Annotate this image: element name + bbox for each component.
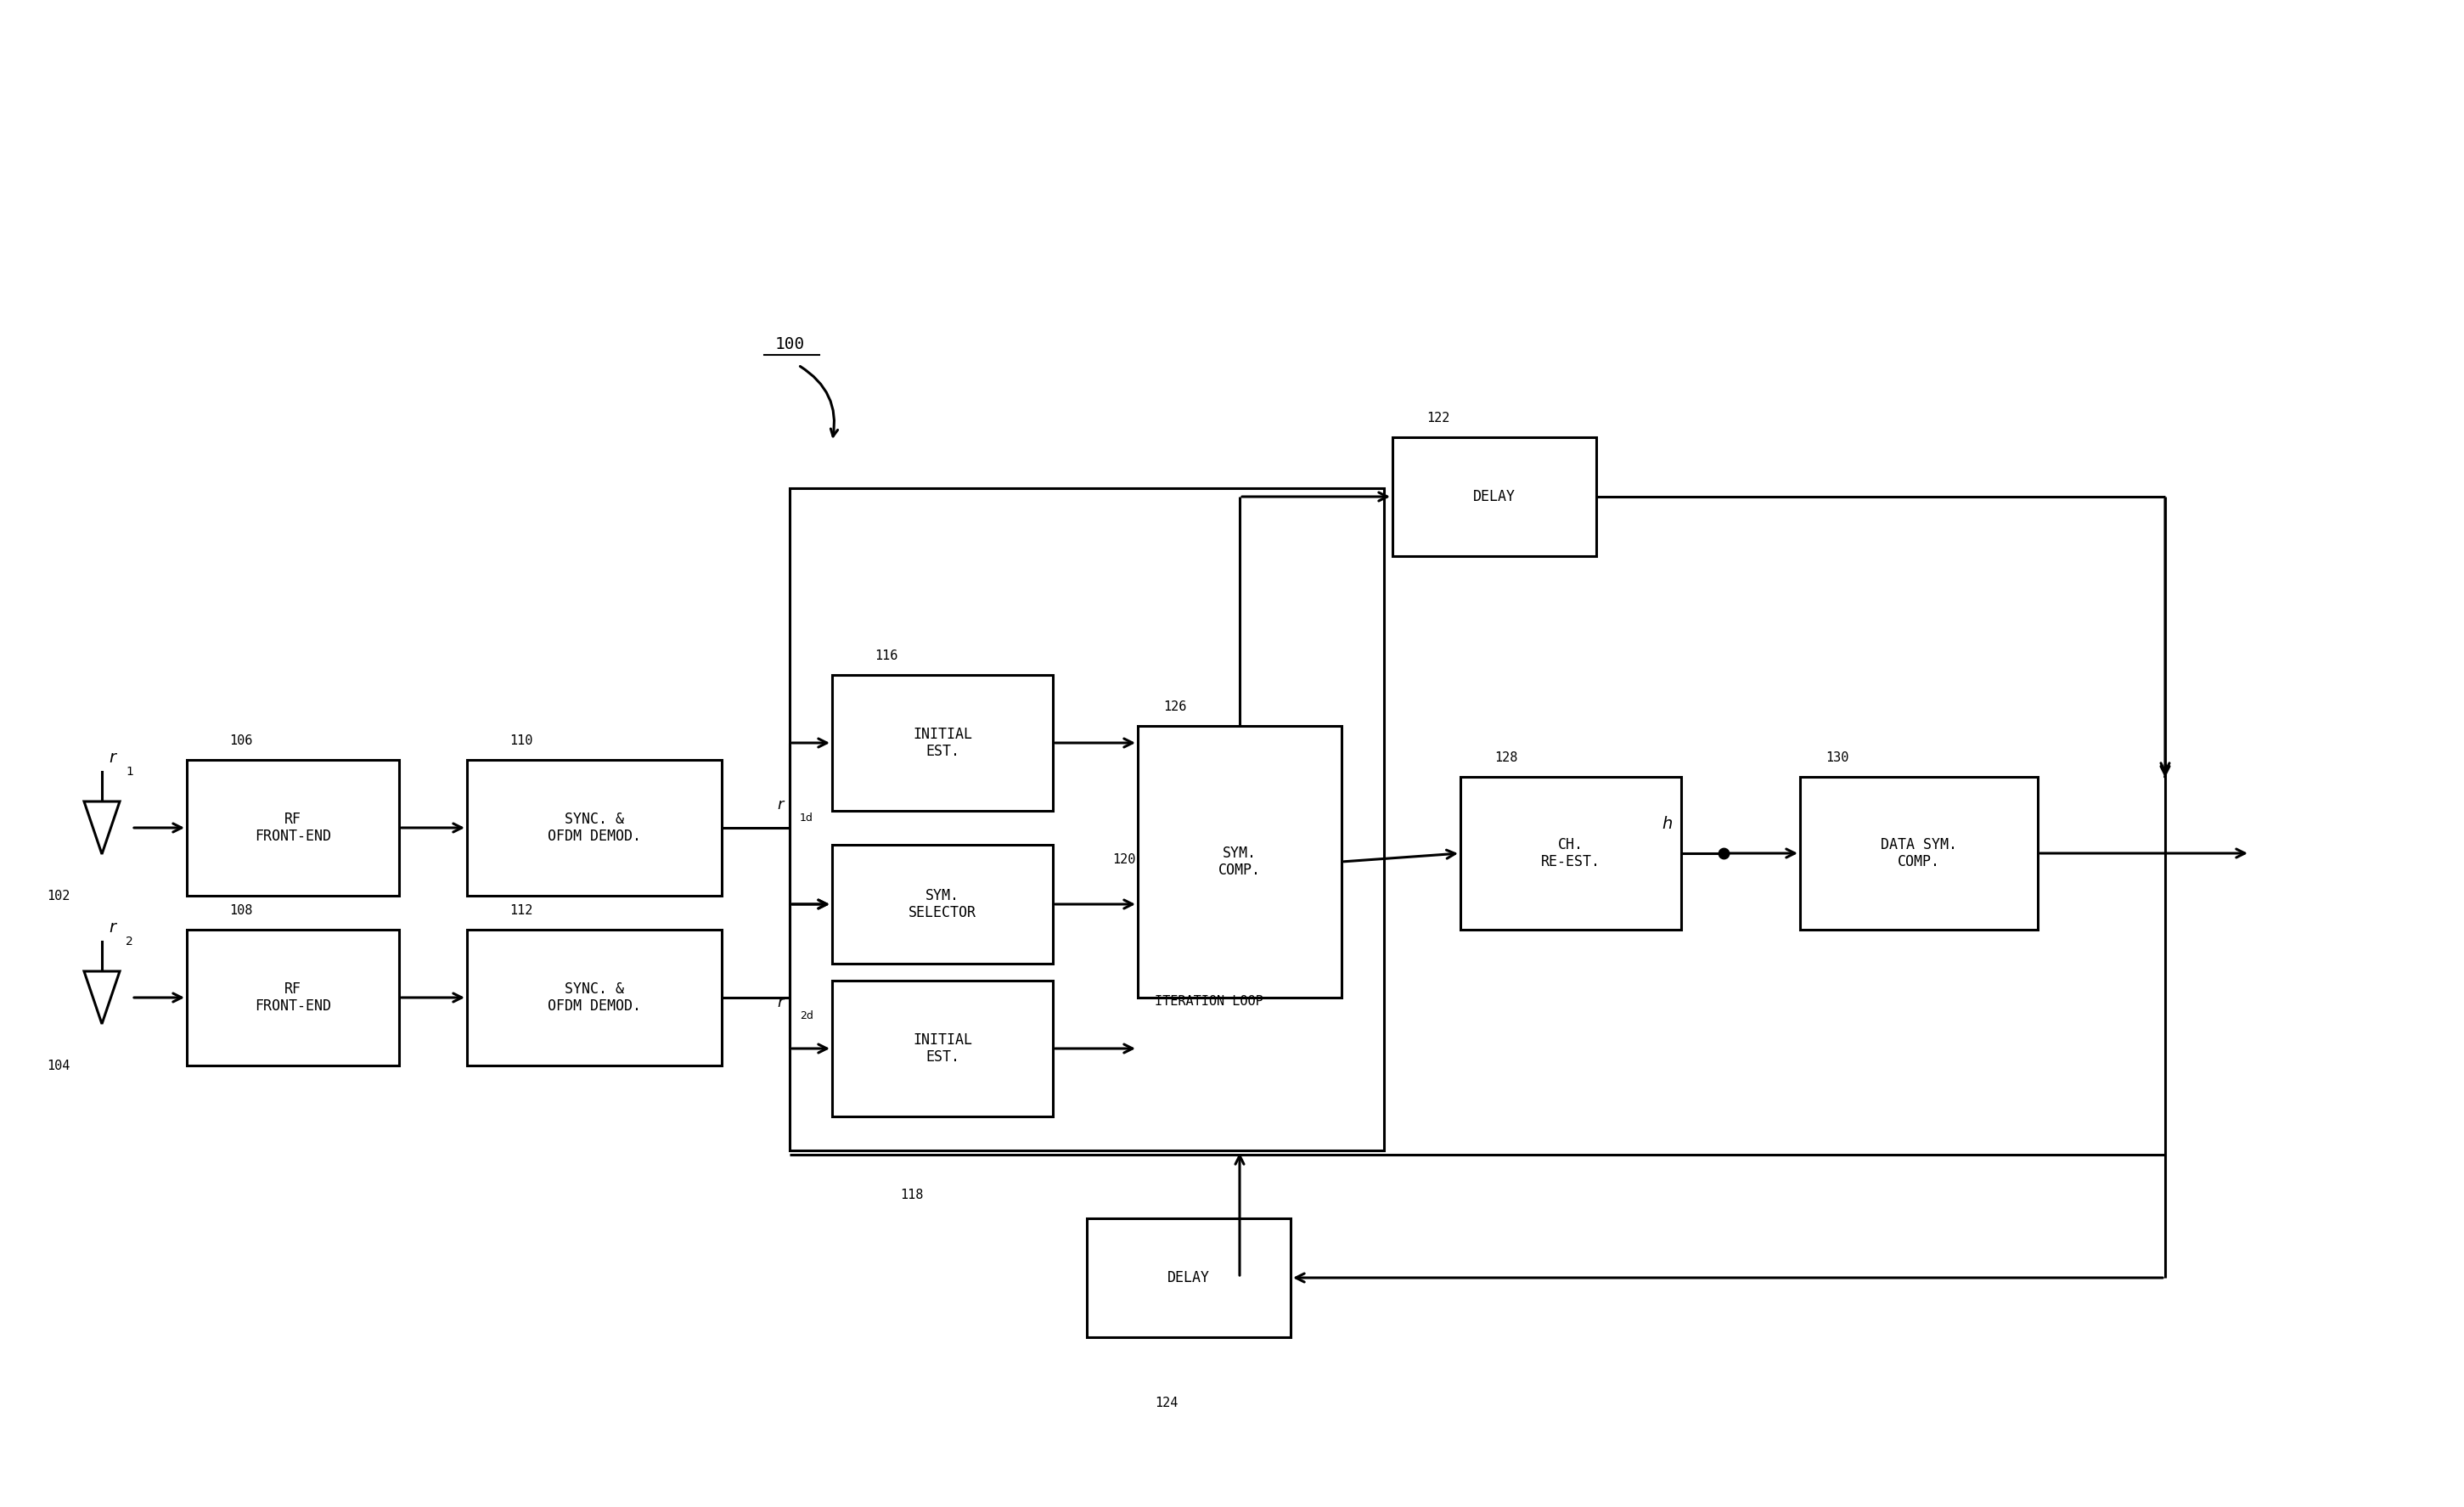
Bar — [833, 981, 1052, 1117]
Text: 106: 106 — [229, 734, 251, 747]
Text: 126: 126 — [1163, 701, 1188, 713]
Bar — [1392, 437, 1597, 556]
Text: 110: 110 — [510, 734, 532, 747]
Bar — [187, 760, 399, 895]
Text: r: r — [776, 797, 784, 812]
Bar — [468, 930, 722, 1065]
Text: 118: 118 — [899, 1189, 924, 1201]
Bar — [1461, 776, 1680, 930]
Text: SYM.
COMP.: SYM. COMP. — [1217, 845, 1262, 879]
Bar — [833, 675, 1052, 811]
Text: DATA SYM.
COMP.: DATA SYM. COMP. — [1880, 836, 1956, 870]
Bar — [788, 488, 1385, 1150]
Text: SYNC. &
OFDM DEMOD.: SYNC. & OFDM DEMOD. — [547, 811, 641, 844]
Text: 116: 116 — [875, 650, 897, 662]
Text: 128: 128 — [1493, 752, 1518, 764]
Polygon shape — [84, 972, 121, 1023]
Polygon shape — [84, 802, 121, 854]
Bar — [1087, 1218, 1291, 1337]
Text: 100: 100 — [774, 336, 806, 353]
Text: 102: 102 — [47, 889, 69, 903]
Text: 124: 124 — [1156, 1397, 1178, 1409]
Text: INITIAL
EST.: INITIAL EST. — [912, 726, 973, 760]
Text: 130: 130 — [1826, 752, 1848, 764]
Text: SYM.
SELECTOR: SYM. SELECTOR — [909, 888, 976, 921]
Bar — [1138, 726, 1340, 998]
Text: h: h — [1663, 815, 1673, 832]
Bar — [1801, 776, 2038, 930]
Text: r: r — [108, 919, 116, 936]
Bar — [187, 930, 399, 1065]
Text: DELAY: DELAY — [1473, 490, 1515, 505]
Text: r: r — [776, 995, 784, 1010]
Text: 2d: 2d — [801, 1010, 813, 1022]
Text: 2: 2 — [126, 936, 133, 948]
Bar — [468, 760, 722, 895]
Text: 104: 104 — [47, 1059, 69, 1073]
Text: 1: 1 — [126, 766, 133, 778]
Text: RF
FRONT-END: RF FRONT-END — [254, 981, 330, 1014]
Text: 108: 108 — [229, 904, 251, 916]
Text: INITIAL
EST.: INITIAL EST. — [912, 1032, 973, 1065]
Text: 120: 120 — [1111, 853, 1136, 867]
Text: 1d: 1d — [801, 812, 813, 823]
Text: 122: 122 — [1427, 411, 1449, 425]
Text: RF
FRONT-END: RF FRONT-END — [254, 811, 330, 844]
Text: 112: 112 — [510, 904, 532, 916]
Text: SYNC. &
OFDM DEMOD.: SYNC. & OFDM DEMOD. — [547, 981, 641, 1014]
Text: ITERATION LOOP: ITERATION LOOP — [1156, 995, 1264, 1008]
Text: r: r — [108, 749, 116, 766]
Bar — [833, 845, 1052, 963]
Text: DELAY: DELAY — [1168, 1270, 1210, 1285]
Text: CH.
RE-EST.: CH. RE-EST. — [1540, 836, 1602, 870]
